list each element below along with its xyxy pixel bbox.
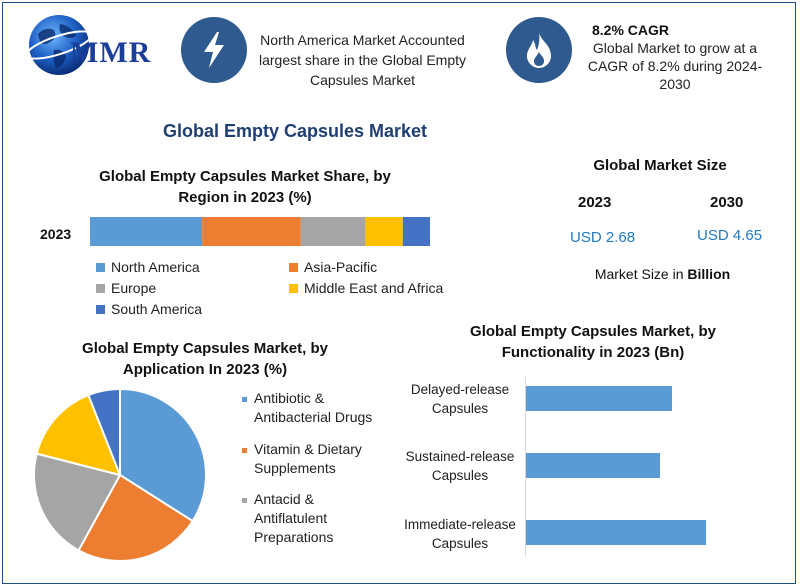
market-size-value-2030: USD 4.65 [697,227,763,244]
legend-item-middle-east-africa: Middle East and Africa [289,280,443,296]
pie-slice-3 [33,452,122,552]
region-bar-category: 2023 [40,226,72,242]
functionality-chart-title: Global Empty Capsules Market, by Functio… [470,323,716,361]
legend-swatch [289,283,298,293]
legend-label: Antibiotic & Antibacterial Drugs [254,390,373,425]
legend-label: Middle East and Africa [304,280,444,296]
market-size-title: Global Market Size [593,157,727,174]
pie-slice-2 [77,473,194,562]
market-size-year-2023: 2023 [578,194,612,211]
market-size-value-2023: USD 2.68 [570,229,636,246]
region-stacked-bar [90,217,430,246]
mmr-logo: MMR [20,8,170,88]
cagr-text: Global Market to grow at a CAGR of 8.2% … [587,40,763,92]
functionality-axis [525,377,526,557]
market-size-note-prefix: Market Size in [594,266,688,282]
legend-swatch [96,283,105,293]
legend-item-antibiotic: Antibiotic & Antibacterial Drugs [242,389,392,427]
legend-label: North America [111,259,200,275]
func-label-immediate: Immediate-release Capsules [404,517,516,551]
pie-slice-5 [87,387,121,476]
legend-swatch [96,262,105,272]
region-bar-segment-1 [90,217,203,246]
legend-item-europe: Europe [96,280,156,296]
func-label-delayed: Delayed-release Capsules [410,382,510,416]
legend-item-north-america: North America [96,259,200,275]
cagr-block: 8.2% CAGR Global Market to grow at a CAG… [580,22,770,93]
application-chart-title: Global Empty Capsules Market, by Applica… [82,340,328,378]
region-bar-segment-3 [300,217,366,246]
main-title: Global Empty Capsules Market [162,121,428,141]
pie-slice-4 [35,393,122,477]
lightning-icon-badge [181,17,247,83]
legend-label: Europe [111,280,157,296]
region-bar-segment-5 [402,217,430,246]
market-size-note: Market Size in Billion [580,266,745,282]
region-bar-segment-2 [202,217,301,246]
market-size-year-2030: 2030 [710,194,744,211]
legend-swatch [96,304,105,314]
lightning-icon [204,32,224,68]
legend-item-vitamin: Vitamin & Dietary Supplements [242,440,392,478]
region-chart-title: Global Empty Capsules Market Share, by R… [99,168,391,206]
legend-swatch [242,448,247,453]
legend-label: Antacid & Antiflatulent Preparations [254,491,334,545]
functionality-bar-1 [526,386,673,411]
legend-swatch [242,498,247,503]
legend-swatch [242,397,247,402]
func-label-sustained: Sustained-release Capsules [405,449,515,483]
flame-icon-badge [506,17,572,83]
application-pie-chart [33,387,207,562]
region-legend: North America Asia-Pacific Europe Middle… [96,259,496,323]
legend-item-asia-pacific: Asia-Pacific [289,259,377,275]
functionality-bar-3 [526,520,706,545]
legend-label: South America [111,301,203,317]
legend-item-antacid: Antacid & Antiflatulent Preparations [242,490,367,547]
legend-label: Vitamin & Dietary Supplements [254,441,362,476]
legend-label: Asia-Pacific [304,259,378,275]
functionality-bar-2 [526,453,660,478]
legend-swatch [289,262,298,272]
globe-icon [25,15,93,75]
region-bar-segment-4 [365,217,403,246]
logo-text: MMR [70,36,152,69]
cagr-title: 8.2% CAGR [592,22,670,38]
market-size-note-unit: Billion [687,266,731,282]
functionality-bars [526,380,756,550]
north-america-text: North America Market Accounted largest s… [259,32,466,88]
legend-item-south-america: South America [96,301,202,317]
flame-icon [527,33,551,68]
